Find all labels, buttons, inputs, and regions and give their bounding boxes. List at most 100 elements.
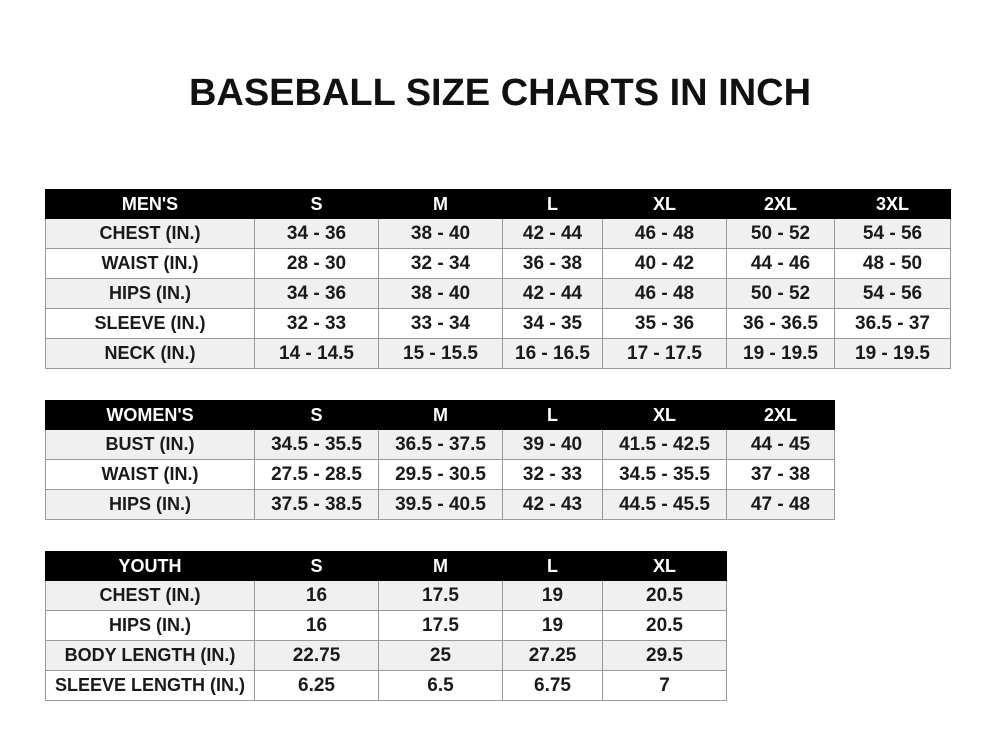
size-header: L [502,551,603,581]
table-row: WAIST (IN.) 27.5 - 28.5 29.5 - 30.5 32 - 33… [45,459,835,490]
measurement-label: CHEST (IN.) [45,580,255,611]
measurement-label: HIPS (IN.) [45,278,255,309]
size-value: 50 - 52 [726,218,835,249]
measurement-label: WAIST (IN.) [45,248,255,279]
size-value: 40 - 42 [602,248,727,279]
size-value: 46 - 48 [602,278,727,309]
womens-size-table: WOMEN'S S M L XL 2XL BUST (IN.) 34.5 - 35.5 36.5… [45,400,835,520]
size-value: 19 - 19.5 [834,338,951,369]
size-value: 29.5 - 30.5 [378,459,503,490]
size-value: 44.5 - 45.5 [602,489,727,520]
table-row: HIPS (IN.) 16 17.5 19 20.5 [45,610,727,641]
size-value: 44 - 45 [726,429,835,460]
size-value: 32 - 33 [502,459,603,490]
size-value: 16 [254,580,379,611]
size-value: 39 - 40 [502,429,603,460]
size-value: 36.5 - 37.5 [378,429,503,460]
size-header: S [254,551,379,581]
size-header: S [254,189,379,219]
table-row: NECK (IN.) 14 - 14.5 15 - 15.5 16 - 16.5 17 … [45,338,951,369]
size-value: 20.5 [602,580,727,611]
size-value: 37 - 38 [726,459,835,490]
size-header: L [502,189,603,219]
size-value: 32 - 33 [254,308,379,339]
size-value: 16 [254,610,379,641]
size-value: 14 - 14.5 [254,338,379,369]
table-row: BUST (IN.) 34.5 - 35.5 36.5 - 37.5 39 - 40 4… [45,429,835,460]
measurement-label: BODY LENGTH (IN.) [45,640,255,671]
size-value: 27.5 - 28.5 [254,459,379,490]
measurement-label: SLEEVE (IN.) [45,308,255,339]
size-header: M [378,189,503,219]
size-value: 47 - 48 [726,489,835,520]
size-header: 3XL [834,189,951,219]
size-value: 28 - 30 [254,248,379,279]
measurement-label: HIPS (IN.) [45,610,255,641]
size-value: 19 [502,610,603,641]
size-value: 34 - 36 [254,218,379,249]
size-value: 16 - 16.5 [502,338,603,369]
measurement-label: WAIST (IN.) [45,459,255,490]
size-value: 46 - 48 [602,218,727,249]
table-header-row: YOUTH S M L XL [45,551,727,581]
size-value: 29.5 [602,640,727,671]
size-value: 44 - 46 [726,248,835,279]
table-row: CHEST (IN.) 34 - 36 38 - 40 42 - 44 46 - 48 5… [45,218,951,249]
size-value: 15 - 15.5 [378,338,503,369]
measurement-label: CHEST (IN.) [45,218,255,249]
size-value: 36 - 36.5 [726,308,835,339]
table-row: SLEEVE LENGTH (IN.) 6.25 6.5 6.75 7 [45,670,727,701]
size-value: 17 - 17.5 [602,338,727,369]
category-header: MEN'S [45,189,255,219]
size-value: 35 - 36 [602,308,727,339]
table-row: HIPS (IN.) 37.5 - 38.5 39.5 - 40.5 42 - 43 4… [45,489,835,520]
size-header: S [254,400,379,430]
youth-size-table: YOUTH S M L XL CHEST (IN.) 16 17.5 19 20.5 HIPS (I… [45,551,727,701]
table-row: CHEST (IN.) 16 17.5 19 20.5 [45,580,727,611]
size-value: 34.5 - 35.5 [254,429,379,460]
size-header: XL [602,400,727,430]
size-header: XL [602,189,727,219]
size-value: 38 - 40 [378,278,503,309]
category-header: YOUTH [45,551,255,581]
table-row: HIPS (IN.) 34 - 36 38 - 40 42 - 44 46 - 48 50… [45,278,951,309]
size-header: 2XL [726,400,835,430]
size-header: XL [602,551,727,581]
size-value: 37.5 - 38.5 [254,489,379,520]
size-header: 2XL [726,189,835,219]
size-value: 7 [602,670,727,701]
mens-size-table: MEN'S S M L XL 2XL 3XL CHEST (IN.) 34 - 36 38 - 4… [45,189,951,369]
size-value: 38 - 40 [378,218,503,249]
size-value: 48 - 50 [834,248,951,279]
table-row: SLEEVE (IN.) 32 - 33 33 - 34 34 - 35 35 - 36… [45,308,951,339]
size-value: 22.75 [254,640,379,671]
size-value: 6.25 [254,670,379,701]
table-row: WAIST (IN.) 28 - 30 32 - 34 36 - 38 40 - 42 4… [45,248,951,279]
size-value: 34 - 35 [502,308,603,339]
size-value: 6.5 [378,670,503,701]
measurement-label: SLEEVE LENGTH (IN.) [45,670,255,701]
page-title: BASEBALL SIZE CHARTS IN INCH [188,72,812,114]
size-value: 36 - 38 [502,248,603,279]
category-header: WOMEN'S [45,400,255,430]
table-row: BODY LENGTH (IN.) 22.75 25 27.25 29.5 [45,640,727,671]
measurement-label: BUST (IN.) [45,429,255,460]
size-value: 50 - 52 [726,278,835,309]
size-value: 42 - 43 [502,489,603,520]
size-header: M [378,551,503,581]
size-value: 42 - 44 [502,278,603,309]
measurement-label: NECK (IN.) [45,338,255,369]
size-value: 25 [378,640,503,671]
size-value: 41.5 - 42.5 [602,429,727,460]
size-value: 27.25 [502,640,603,671]
size-header: L [502,400,603,430]
size-value: 17.5 [378,610,503,641]
size-value: 32 - 34 [378,248,503,279]
measurement-label: HIPS (IN.) [45,489,255,520]
table-header-row: MEN'S S M L XL 2XL 3XL [45,189,951,219]
size-value: 34.5 - 35.5 [602,459,727,490]
size-value: 42 - 44 [502,218,603,249]
size-value: 20.5 [602,610,727,641]
size-value: 6.75 [502,670,603,701]
size-value: 34 - 36 [254,278,379,309]
